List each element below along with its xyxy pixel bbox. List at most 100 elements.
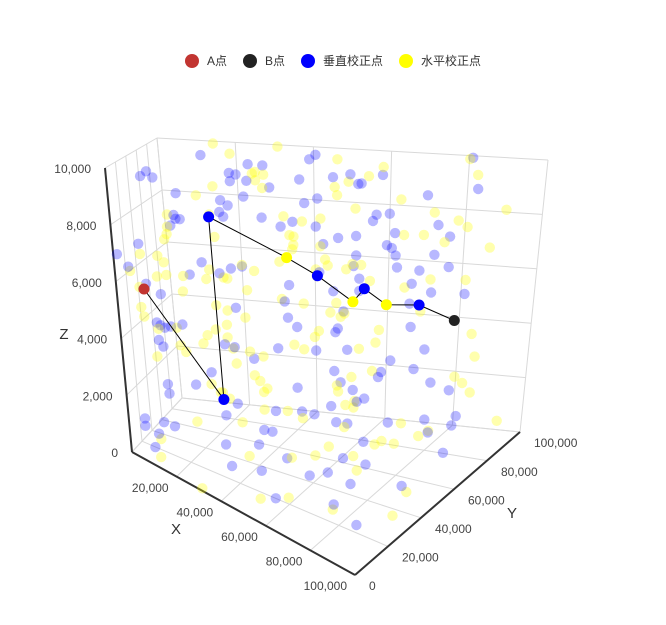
legend-item-3[interactable]: 水平校正点	[399, 52, 481, 69]
grid-line	[519, 159, 549, 433]
horizontal-correction-point	[429, 207, 440, 218]
legend-item-1[interactable]: B点	[242, 52, 285, 69]
legend-item-2[interactable]: 垂直校正点	[301, 52, 383, 69]
vertical-correction-point	[354, 273, 365, 284]
route-line	[143, 216, 455, 402]
horizontal-correction-point	[218, 272, 229, 283]
horizontal-correction-point	[181, 346, 192, 358]
horizontal-correction-point	[236, 259, 247, 271]
horizontal-correction-point	[339, 421, 350, 433]
vertical-correction-point	[473, 183, 484, 195]
horizontal-correction-point	[222, 305, 233, 316]
horizontal-correction-point	[439, 237, 450, 248]
vertical-correction-point	[328, 286, 339, 297]
vertical-correction-point	[256, 465, 267, 476]
vertical-correction-point	[342, 344, 353, 355]
vertical-correction-point	[350, 230, 362, 242]
vertical-correction-point	[329, 365, 340, 377]
grid-line	[110, 189, 163, 226]
vertical-correction-point	[229, 342, 240, 353]
route-point-horizontal	[347, 296, 359, 308]
vertical-correction-point	[309, 409, 320, 420]
scatter-points	[111, 138, 512, 531]
horizontal-correction-point	[315, 241, 326, 252]
route-point-vertical	[218, 394, 230, 405]
horizontal-correction-point	[288, 239, 299, 251]
horizontal-correction-point	[221, 319, 233, 330]
horizontal-correction-point	[339, 308, 350, 319]
vertical-correction-point	[153, 428, 165, 439]
horizontal-correction-point	[331, 297, 342, 309]
y-tick-label: 0	[369, 579, 376, 593]
horizontal-correction-point	[309, 331, 321, 343]
horizontal-correction-point	[310, 450, 321, 461]
horizontal-correction-point	[258, 169, 269, 180]
vertical-correction-point	[259, 424, 270, 436]
horizontal-correction-point	[453, 215, 464, 226]
horizontal-correction-point	[323, 441, 334, 452]
vertical-correction-point	[331, 417, 342, 428]
vertical-correction-point	[386, 242, 397, 254]
horizontal-correction-point	[313, 325, 325, 337]
horizontal-correction-point	[364, 275, 376, 287]
vertical-correction-point	[338, 306, 349, 317]
grid-line	[384, 151, 393, 419]
horizontal-correction-point	[351, 465, 362, 476]
horizontal-correction-point	[296, 216, 308, 227]
z-tick-label: 0	[111, 446, 118, 460]
vertical-correction-point	[359, 393, 370, 404]
horizontal-correction-point	[346, 371, 357, 383]
vertical-correction-point	[405, 321, 416, 333]
horizontal-correction-point	[298, 298, 309, 309]
horizontal-correction-point	[353, 343, 365, 354]
vertical-correction-point	[168, 209, 179, 221]
horizontal-correction-point	[331, 190, 343, 201]
grid-line	[171, 293, 532, 324]
vertical-correction-point	[158, 341, 169, 352]
vertical-correction-point	[159, 322, 171, 333]
horizontal-correction-point	[272, 141, 283, 152]
horizontal-correction-point	[399, 282, 410, 293]
vertical-correction-point	[164, 388, 175, 399]
vertical-correction-point	[174, 214, 185, 225]
vertical-correction-point	[342, 418, 353, 429]
z-tick-label: 10,000	[54, 162, 91, 176]
horizontal-correction-point	[237, 417, 248, 428]
horizontal-correction-point	[388, 438, 399, 449]
grid-line	[135, 149, 163, 420]
vertical-correction-point	[296, 406, 308, 417]
legend-marker-icon	[301, 53, 315, 68]
vertical-correction-point	[241, 175, 252, 186]
route-point-B	[448, 315, 460, 326]
horizontal-correction-point	[331, 380, 343, 391]
vertical-correction-point	[282, 453, 293, 464]
vertical-correction-point	[375, 366, 387, 378]
grid-line	[114, 161, 143, 442]
grid-line	[156, 137, 549, 161]
horizontal-correction-point	[161, 209, 173, 220]
vertical-correction-point	[242, 159, 253, 170]
vertical-correction-point	[294, 174, 305, 185]
vertical-correction-point	[226, 460, 238, 472]
vertical-correction-point	[332, 232, 344, 244]
legend-label: 垂直校正点	[323, 54, 384, 68]
vertical-correction-point	[371, 209, 382, 220]
legend-item-0[interactable]: A点	[184, 52, 227, 69]
horizontal-correction-point	[341, 264, 352, 275]
vertical-correction-point	[222, 200, 233, 211]
vertical-correction-point	[408, 363, 419, 375]
horizontal-correction-point	[466, 328, 477, 340]
route-point-vertical	[311, 270, 323, 282]
horizontal-correction-point	[418, 229, 430, 241]
grid-line	[151, 429, 422, 519]
vertical-correction-point	[287, 216, 298, 227]
vertical-correction-point	[356, 178, 367, 189]
horizontal-correction-point	[201, 273, 212, 285]
vertical-correction-point	[170, 213, 181, 224]
vertical-correction-point	[348, 260, 359, 272]
vertical-correction-point	[414, 265, 425, 276]
horizontal-correction-point	[347, 258, 358, 270]
vertical-correction-point	[345, 169, 356, 180]
horizontal-correction-point	[209, 231, 220, 243]
